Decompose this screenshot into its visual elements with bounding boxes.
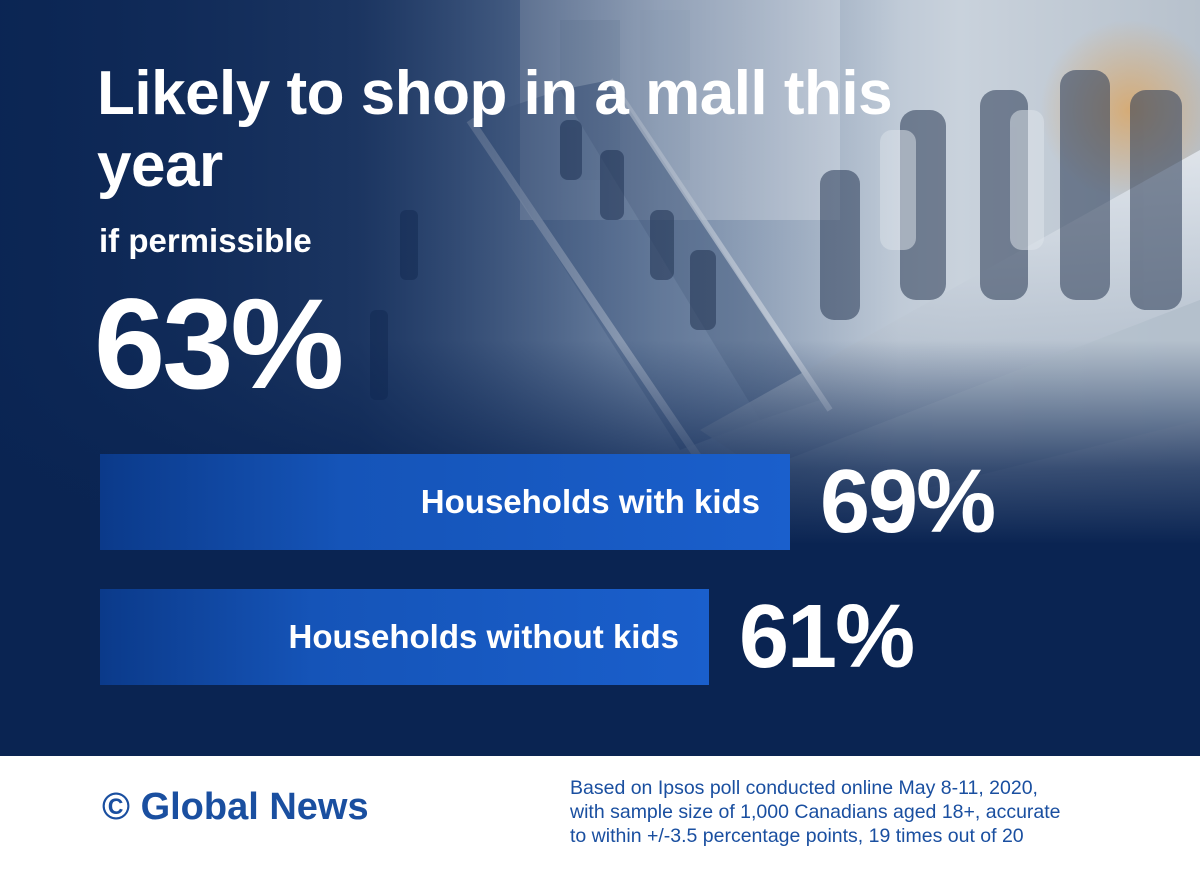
source-line: with sample size of 1,000 Canadians aged… bbox=[570, 801, 1061, 823]
source-line: Based on Ipsos poll conducted online May… bbox=[570, 777, 1038, 799]
bar-value-label: 61% bbox=[739, 587, 915, 687]
source-note: Based on Ipsos poll conducted online May… bbox=[570, 776, 1170, 848]
chart-title: Likely to shop in a mall this year bbox=[97, 59, 893, 200]
copyright-symbol: © bbox=[102, 786, 130, 828]
chart-subtitle: if permissible bbox=[99, 222, 312, 259]
bar-value-label: 69% bbox=[820, 452, 996, 552]
bar-category-label: Households without kids bbox=[288, 618, 679, 655]
bar-1: Households with kids bbox=[100, 454, 790, 550]
footer: © Global News Based on Ipsos poll conduc… bbox=[0, 756, 1200, 869]
infographic-panel: Likely to shop in a mall this year if pe… bbox=[0, 0, 1200, 756]
bar-2: Households without kids bbox=[100, 589, 709, 685]
global-news-logo: © Global News bbox=[102, 786, 369, 829]
overall-value: 63% bbox=[94, 273, 344, 416]
bar-category-label: Households with kids bbox=[420, 483, 760, 520]
source-line: to within +/-3.5 percentage points, 19 t… bbox=[570, 825, 1024, 847]
logo-text: Global News bbox=[140, 786, 369, 828]
